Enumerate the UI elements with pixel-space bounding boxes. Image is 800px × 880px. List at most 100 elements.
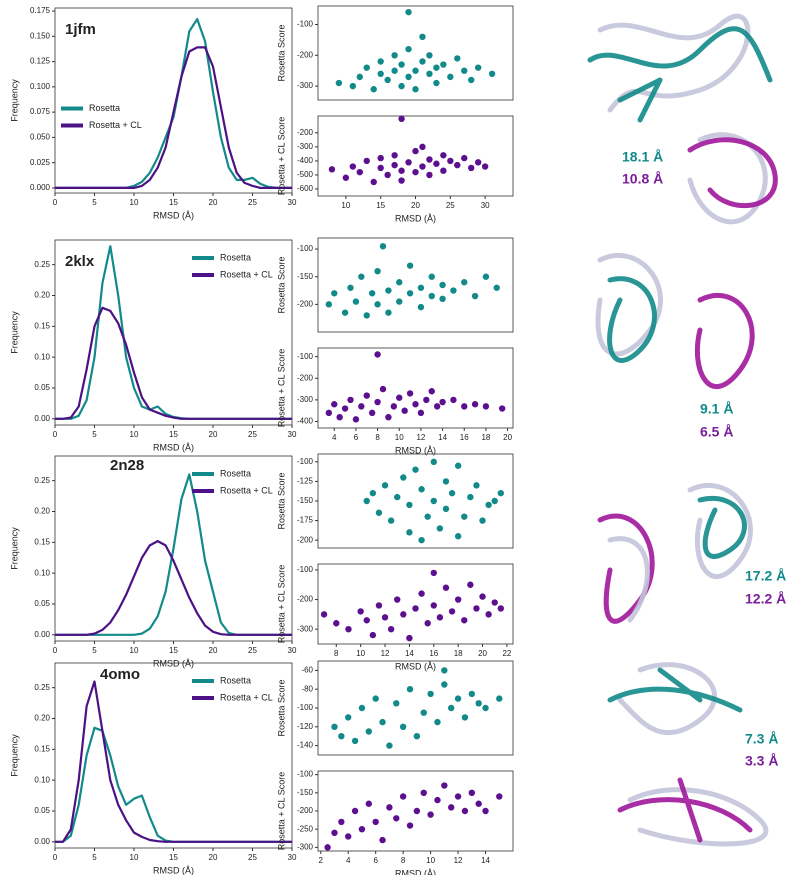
x-axis-label: RMSD (Å) bbox=[395, 661, 436, 671]
x-tick-label: 0 bbox=[53, 853, 58, 862]
x-tick-label: 20 bbox=[503, 433, 512, 442]
score-point bbox=[419, 33, 426, 41]
y-tick-label: -80 bbox=[301, 684, 313, 693]
x-tick-label: 30 bbox=[288, 646, 297, 655]
plot-frame bbox=[317, 5, 514, 101]
score-point bbox=[440, 167, 447, 174]
score-point bbox=[485, 611, 492, 618]
score-point bbox=[338, 818, 345, 826]
score-point bbox=[400, 611, 407, 618]
score-point bbox=[391, 52, 398, 59]
score-point bbox=[396, 298, 403, 305]
score-point bbox=[441, 667, 448, 674]
score-point bbox=[417, 284, 425, 291]
score-point bbox=[347, 396, 354, 404]
score-point bbox=[358, 403, 365, 410]
score-point bbox=[357, 608, 364, 615]
panel-title: 4omo bbox=[100, 666, 140, 683]
score-point bbox=[399, 723, 407, 730]
score-point bbox=[475, 800, 482, 807]
score-point bbox=[351, 807, 359, 815]
x-tick-label: 12 bbox=[454, 856, 463, 865]
x-tick-label: 10 bbox=[130, 430, 139, 439]
score-point bbox=[461, 513, 468, 520]
x-tick-label: 25 bbox=[248, 853, 257, 862]
ribbon bbox=[617, 662, 717, 736]
y-axis-label: Rosetta + CL Score bbox=[276, 772, 286, 850]
score-point bbox=[420, 709, 427, 716]
x-axis-label: RMSD (Å) bbox=[153, 210, 194, 220]
score-point bbox=[398, 61, 405, 68]
y-tick-label: -400 bbox=[297, 417, 314, 426]
y-tick-label: -150 bbox=[297, 788, 314, 797]
score-point bbox=[440, 152, 447, 159]
score-point bbox=[439, 398, 446, 406]
x-tick-label: 18 bbox=[481, 433, 490, 442]
score-point bbox=[498, 405, 506, 412]
y-tick-label: 0.15 bbox=[34, 744, 50, 753]
score-point bbox=[454, 793, 462, 800]
x-tick-label: 20 bbox=[478, 649, 487, 658]
x-tick-label: 20 bbox=[209, 646, 218, 655]
rmsd-annotation: 6.5 Å bbox=[700, 424, 733, 440]
legend-label: Rosetta bbox=[220, 675, 251, 685]
score-point bbox=[450, 287, 457, 294]
score-point bbox=[433, 160, 440, 167]
ribbon bbox=[607, 667, 743, 713]
score-point bbox=[400, 474, 407, 481]
score-point bbox=[379, 243, 387, 250]
y-tick-label: 0.05 bbox=[34, 383, 50, 392]
y-axis-label: Rosetta Score bbox=[276, 256, 286, 313]
score-point bbox=[391, 161, 398, 169]
score-point bbox=[488, 70, 496, 78]
score-point bbox=[412, 147, 419, 155]
y-tick-label: 0.175 bbox=[30, 6, 51, 15]
score-point bbox=[479, 517, 486, 524]
x-tick-label: 10 bbox=[341, 201, 350, 210]
legend-label: Rosetta + CL bbox=[220, 485, 273, 495]
y-tick-label: 0.10 bbox=[34, 775, 50, 784]
score-point bbox=[441, 681, 448, 688]
x-tick-label: 4 bbox=[332, 433, 337, 442]
y-tick-label: 0.125 bbox=[30, 57, 51, 66]
score-point bbox=[412, 67, 419, 74]
score-point bbox=[491, 497, 498, 505]
score-point bbox=[399, 793, 407, 800]
score-point bbox=[406, 634, 413, 642]
score-point bbox=[424, 620, 431, 627]
x-tick-label: 5 bbox=[92, 853, 97, 862]
x-tick-label: 15 bbox=[169, 198, 178, 207]
score-point bbox=[479, 593, 486, 600]
y-tick-label: 0.025 bbox=[30, 158, 51, 167]
x-tick-label: 5 bbox=[92, 430, 97, 439]
y-tick-label: 0.25 bbox=[34, 260, 50, 269]
rmsd-annotation: 10.8 Å bbox=[622, 171, 663, 187]
y-tick-label: 0.00 bbox=[34, 630, 50, 639]
plot-frame bbox=[317, 237, 514, 333]
x-tick-label: 15 bbox=[169, 430, 178, 439]
score-point bbox=[430, 569, 437, 577]
score-point bbox=[440, 61, 447, 68]
score-point bbox=[448, 489, 456, 497]
y-tick-label: -150 bbox=[297, 496, 314, 505]
x-tick-label: 15 bbox=[169, 853, 178, 862]
score-point bbox=[475, 700, 482, 707]
density-line bbox=[55, 680, 292, 843]
score-point bbox=[405, 45, 412, 53]
score-point bbox=[372, 818, 379, 826]
score-point bbox=[442, 478, 450, 485]
density-line bbox=[55, 473, 292, 636]
y-tick-label: -300 bbox=[297, 624, 314, 633]
y-tick-label: -100 bbox=[297, 770, 314, 779]
legend-label: Rosetta bbox=[220, 252, 251, 262]
legend-label: Rosetta + CL bbox=[89, 120, 142, 130]
score-point bbox=[387, 517, 395, 524]
score-point bbox=[370, 86, 377, 93]
x-tick-label: 20 bbox=[411, 201, 420, 210]
y-tick-label: -200 bbox=[297, 595, 314, 604]
score-point bbox=[461, 617, 468, 624]
score-point bbox=[396, 279, 403, 286]
score-point bbox=[370, 178, 377, 186]
score-point bbox=[428, 292, 435, 300]
